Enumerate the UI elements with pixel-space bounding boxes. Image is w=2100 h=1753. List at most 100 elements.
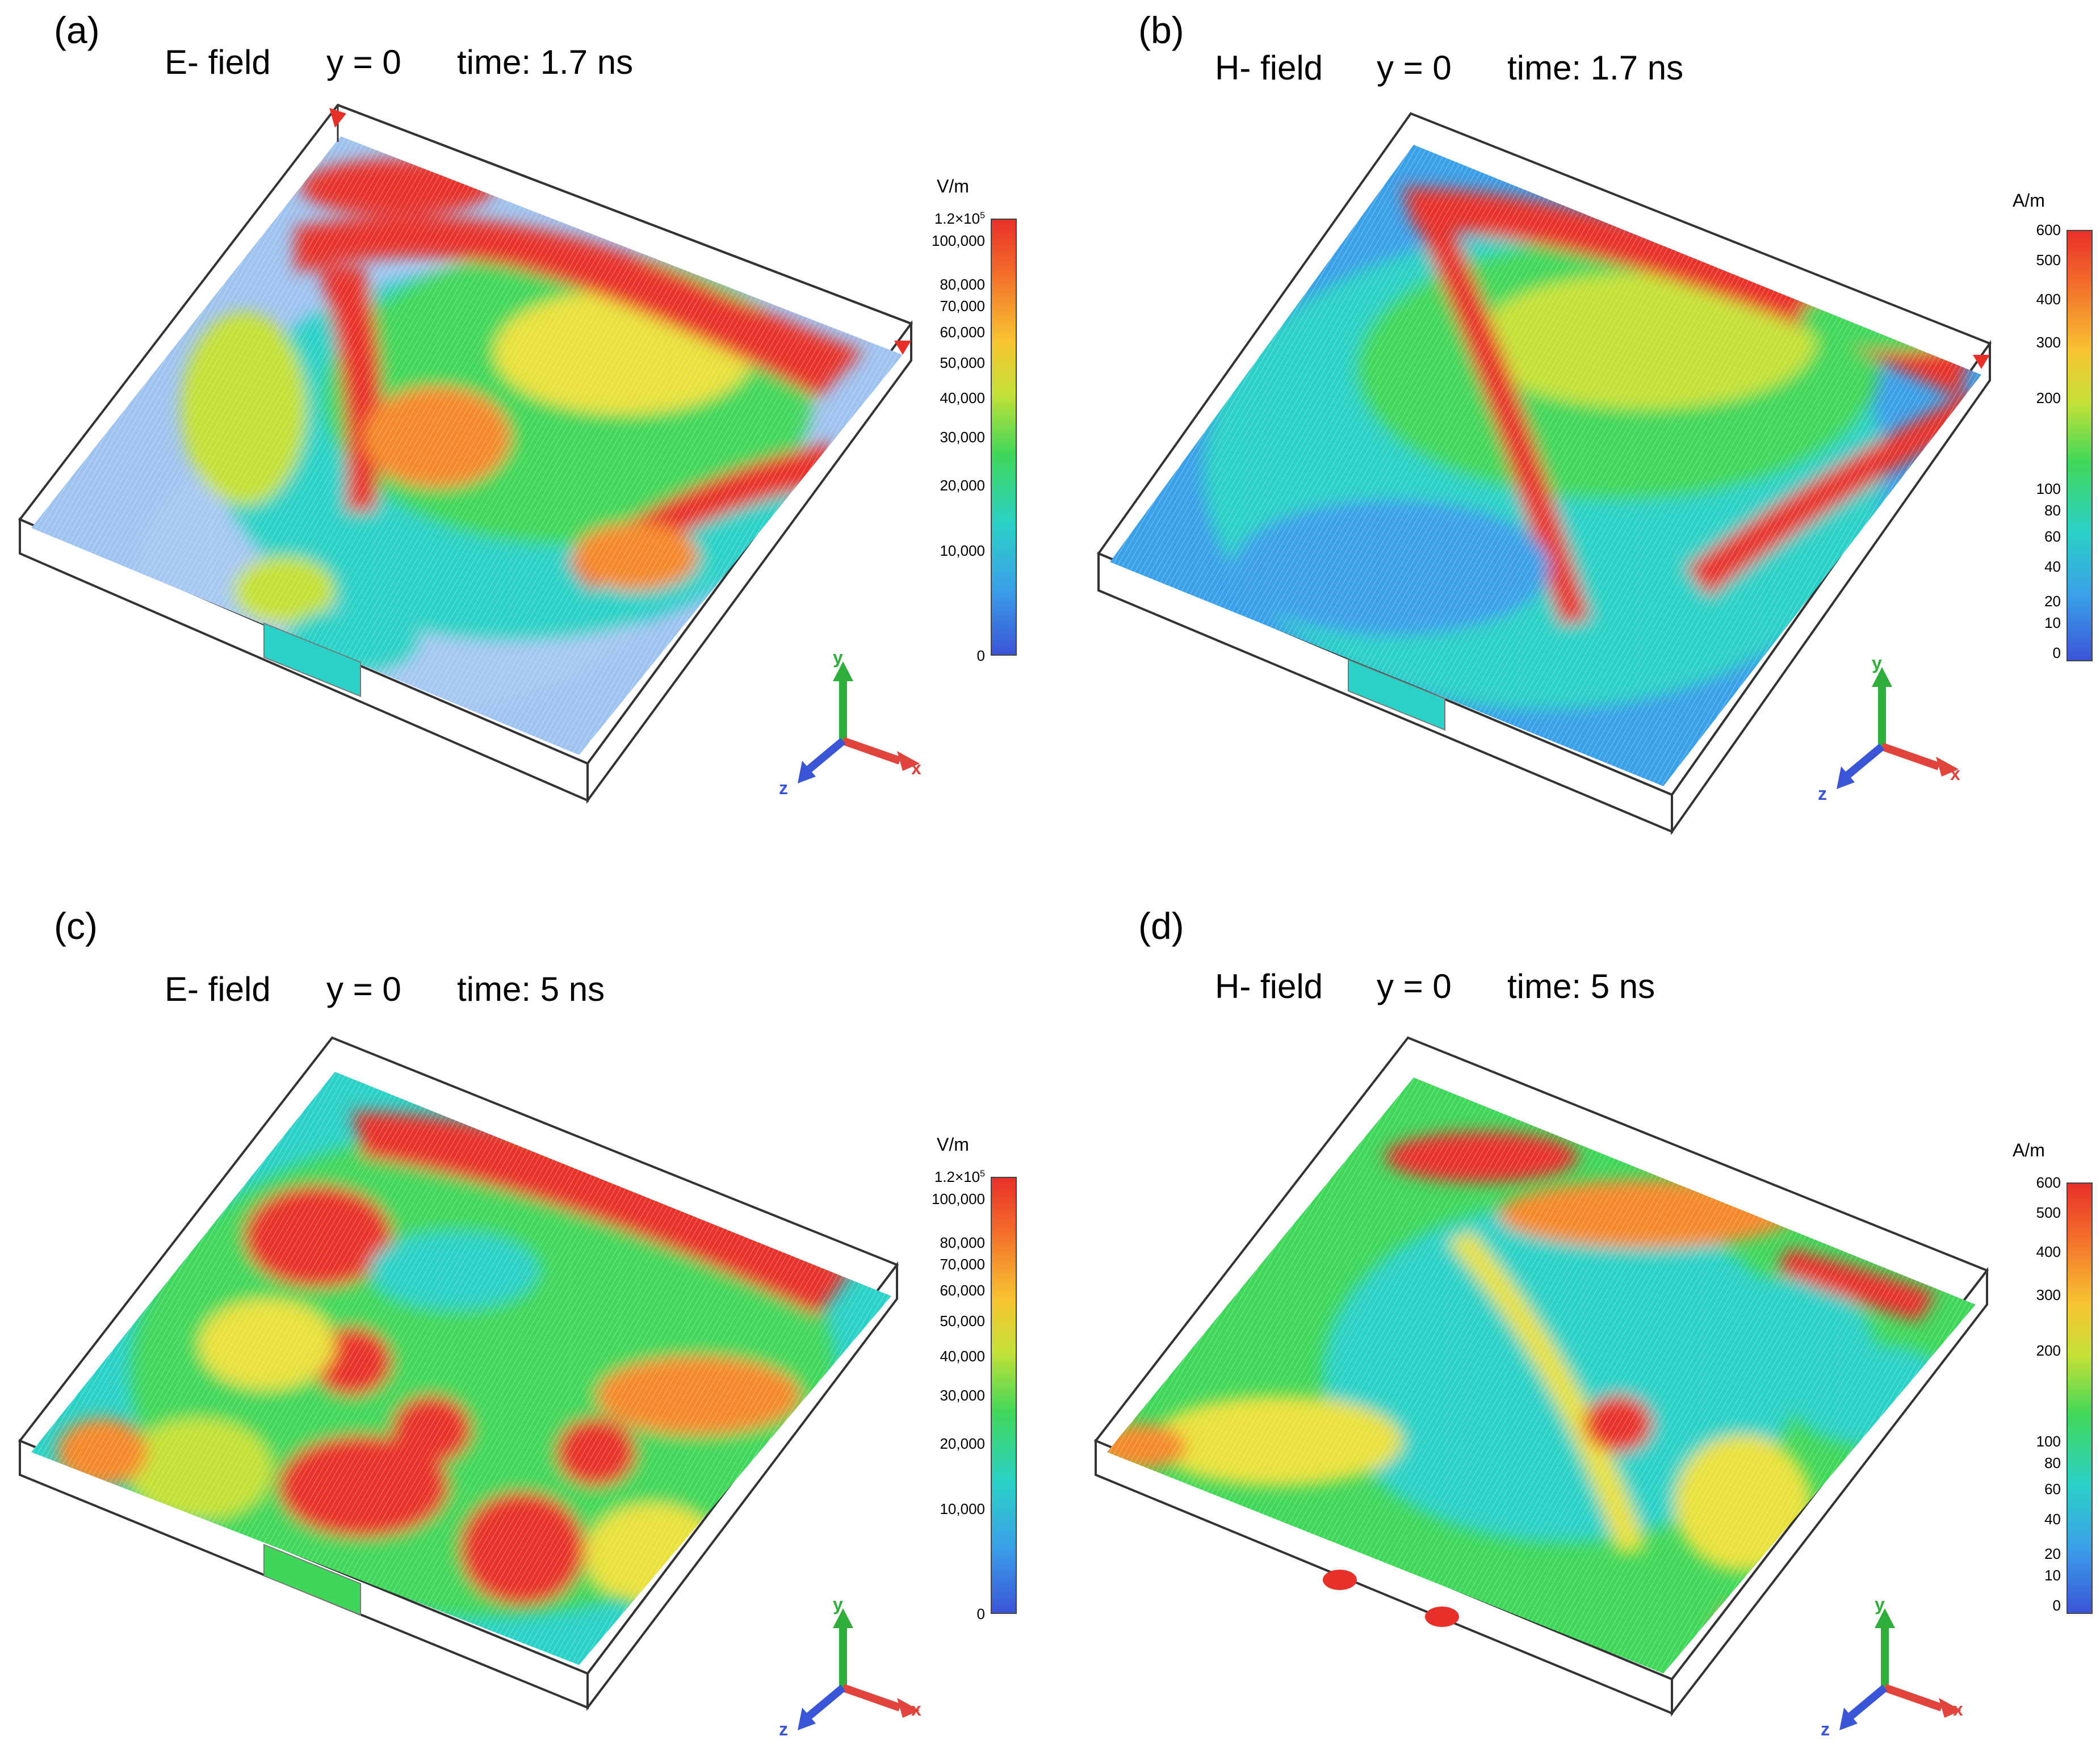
colorbar <box>2067 230 2093 661</box>
colorbar-tick: 1.2×105 <box>934 1168 985 1185</box>
plane-title: y = 0 <box>326 43 401 81</box>
colorbar-tick: 200 <box>2036 389 2061 407</box>
colorbar-tick: 70,000 <box>940 297 985 314</box>
colorbar-tick: 400 <box>2036 290 2061 308</box>
colorbar-tick: 20,000 <box>940 476 985 494</box>
axis-label-x: x <box>1953 1699 1963 1720</box>
colorbar-tick: 60 <box>2044 527 2061 545</box>
colorbar-tick: 0 <box>976 1605 985 1622</box>
panel-label: (c) <box>54 905 98 947</box>
colorbar-unit: A/m <box>2013 190 2045 211</box>
colorbar-tick: 600 <box>2036 221 2061 238</box>
time-title: time: 1.7 ns <box>457 43 634 81</box>
colorbar-tick: 40 <box>2044 1510 2061 1528</box>
field-title: H- field <box>1215 967 1323 1005</box>
port <box>263 622 361 697</box>
source-marker <box>329 108 346 128</box>
colorbar-tick: 0 <box>976 647 985 664</box>
axis-triad <box>798 1608 920 1730</box>
panel-label: (d) <box>1138 905 1184 947</box>
plane-title: y = 0 <box>326 970 401 1008</box>
axis-label-y: y <box>833 1594 843 1614</box>
source-marker <box>1973 355 1990 369</box>
panel-label: (a) <box>54 9 100 51</box>
field-title: E- field <box>165 43 271 81</box>
field-title: H- field <box>1215 49 1323 87</box>
colorbar-tick: 600 <box>2036 1174 2061 1191</box>
axis-label-y: y <box>1875 1594 1885 1614</box>
axis-label-x: x <box>911 758 921 778</box>
port <box>263 1544 361 1616</box>
port-hotspot <box>1425 1607 1459 1627</box>
field-plot <box>1093 1036 1989 1717</box>
colorbar-tick: 80 <box>2044 502 2061 519</box>
colorbar-tick: 40 <box>2044 557 2061 575</box>
panel-b: (b) H- field y = 0 time: 1.7 ns A/m 600 <box>1050 0 2100 873</box>
colorbar-tick: 100,000 <box>932 232 985 249</box>
axis-label-y: y <box>1872 653 1882 673</box>
colorbar-unit: V/m <box>937 176 969 196</box>
panel-a: (a) E- field y = 0 time: 1.7 ns <box>0 0 1050 873</box>
axis-triad <box>1839 1608 1961 1730</box>
colorbar-tick: 20,000 <box>940 1435 985 1452</box>
colorbar-tick: 10,000 <box>940 542 985 560</box>
colorbar-tick: 400 <box>2036 1243 2061 1260</box>
axis-label-y: y <box>833 647 843 668</box>
colorbar-tick: 50,000 <box>940 1312 985 1330</box>
time-title: time: 1.7 ns <box>1507 49 1684 87</box>
plane-title: y = 0 <box>1377 967 1452 1005</box>
colorbar-tick: 500 <box>2036 251 2061 269</box>
axis-label-x: x <box>1950 764 1960 784</box>
colorbar-tick: 100,000 <box>932 1190 985 1207</box>
colorbar <box>991 1177 1017 1614</box>
panel-label: (b) <box>1138 9 1184 51</box>
colorbar-tick: 300 <box>2036 1286 2061 1303</box>
colorbar-tick: 300 <box>2036 333 2061 351</box>
field-plot <box>18 1036 899 1711</box>
colorbar-tick: 70,000 <box>940 1256 985 1273</box>
colorbar-tick: 50,000 <box>940 354 985 372</box>
time-title: time: 5 ns <box>1507 967 1655 1005</box>
colorbar-unit: A/m <box>2013 1140 2045 1160</box>
colorbar-tick: 10 <box>2044 1566 2061 1584</box>
colorbar <box>991 219 1017 656</box>
colorbar-tick: 80 <box>2044 1454 2061 1471</box>
colorbar-tick: 100 <box>2036 1433 2061 1450</box>
port <box>1348 659 1445 731</box>
colorbar-tick: 30,000 <box>940 1387 985 1404</box>
colorbar-tick: 20 <box>2044 1545 2061 1562</box>
colorbar-tick: 500 <box>2036 1204 2061 1222</box>
axis-triad <box>1837 667 1959 789</box>
time-title: time: 5 ns <box>457 970 605 1008</box>
plane-title: y = 0 <box>1377 49 1452 87</box>
colorbar-tick: 20 <box>2044 592 2061 610</box>
colorbar-tick: 60 <box>2044 1480 2061 1498</box>
colorbar-unit: V/m <box>937 1134 969 1155</box>
colorbar-tick: 1.2×105 <box>934 210 985 227</box>
colorbar-tick: 80,000 <box>940 1234 985 1251</box>
axis-label-x: x <box>911 1699 921 1720</box>
port-hotspot <box>1323 1570 1357 1590</box>
colorbar-tick: 40,000 <box>940 1347 985 1365</box>
colorbar <box>2067 1182 2093 1614</box>
colorbar-tick: 40,000 <box>940 389 985 406</box>
colorbar-tick: 30,000 <box>940 429 985 446</box>
colorbar-tick: 60,000 <box>940 324 985 341</box>
axis-label-z: z <box>1818 783 1827 804</box>
axis-label-z: z <box>779 778 788 798</box>
colorbar-tick: 10 <box>2044 614 2061 631</box>
colorbar-tick: 0 <box>2052 644 2061 661</box>
box-edge <box>337 104 912 325</box>
axis-triad <box>798 661 920 783</box>
colorbar-tick: 200 <box>2036 1342 2061 1360</box>
colorbar-tick: 10,000 <box>940 1500 985 1518</box>
colorbar-tick: 80,000 <box>940 275 985 293</box>
field-plot <box>1096 112 1992 836</box>
colorbar-tick: 100 <box>2036 480 2061 497</box>
panel-c: (c) E- field y = 0 time: 5 ns <box>0 873 1050 1746</box>
axis-label-z: z <box>1821 1719 1830 1739</box>
panel-d: (d) H- field y = 0 time: 5 ns <box>1050 873 2100 1746</box>
source-marker <box>894 341 911 355</box>
colorbar-tick: 60,000 <box>940 1282 985 1299</box>
axis-label-z: z <box>779 1719 788 1739</box>
